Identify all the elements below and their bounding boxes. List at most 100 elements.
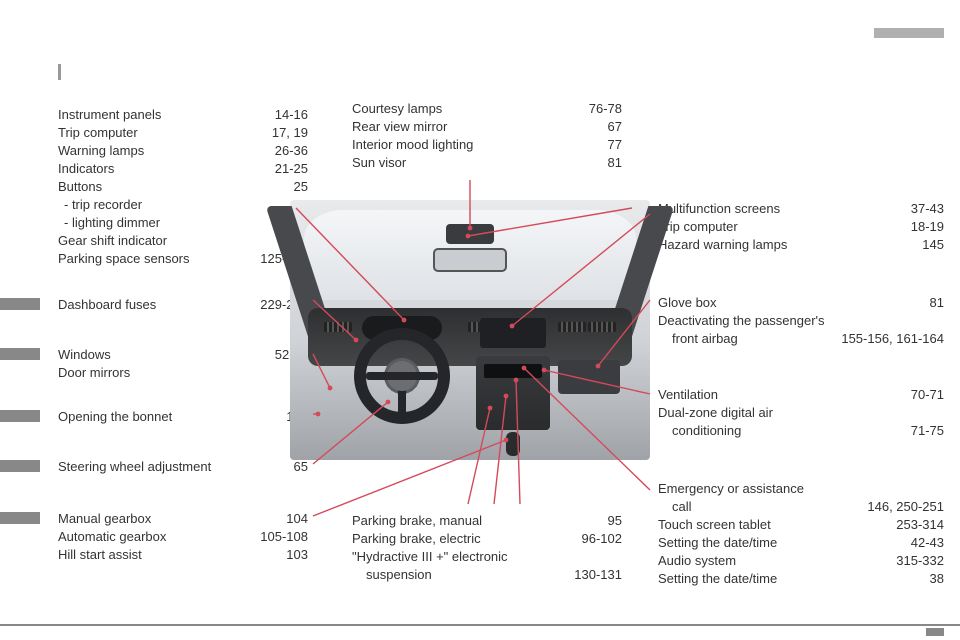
index-pages: 96-102 — [582, 530, 622, 548]
center-screen — [480, 318, 546, 348]
index-row: Door mirrors66 — [58, 364, 308, 382]
index-pages: 253-314 — [896, 516, 944, 534]
index-label: Door mirrors — [58, 364, 294, 382]
index-block: Emergency or assistancecall146, 250-251T… — [658, 480, 944, 588]
index-row: Setting the date/time38 — [658, 570, 944, 588]
index-label: Setting the date/time — [658, 534, 911, 552]
air-vent — [588, 322, 616, 332]
index-row: Opening the bonnet185 — [58, 408, 308, 426]
index-label: Audio system — [658, 552, 896, 570]
accent-bar — [0, 298, 40, 310]
index-label: call — [658, 498, 867, 516]
header-tab — [874, 28, 944, 38]
index-pages: 25 — [294, 178, 308, 196]
index-row: Multifunction screens37-43 — [658, 200, 944, 218]
index-row: Rear view mirror67 — [352, 118, 622, 136]
index-row: Parking space sensors125-126 — [58, 250, 308, 268]
footer-rule — [0, 624, 960, 626]
glove-box — [558, 360, 620, 394]
index-label: Emergency or assistance — [658, 480, 944, 498]
index-label: suspension — [352, 566, 574, 584]
index-label: Dashboard fuses — [58, 296, 260, 314]
index-label: Instrument panels — [58, 106, 275, 124]
index-row: Ventilation70-71 — [658, 386, 944, 404]
index-label: Touch screen tablet — [658, 516, 896, 534]
index-row: suspension130-131 — [352, 566, 622, 584]
index-row: Automatic gearbox105-108 — [58, 528, 308, 546]
index-row: "Hydractive III +" electronic — [352, 548, 622, 566]
index-row: Parking brake, electric96-102 — [352, 530, 622, 548]
index-label: Warning lamps — [58, 142, 275, 160]
footer-mark — [926, 628, 944, 636]
index-row: Gear shift indicator109 — [58, 232, 308, 250]
index-label: Hill start assist — [58, 546, 286, 564]
index-pages: 26-36 — [275, 142, 308, 160]
center-stack — [476, 356, 550, 430]
index-label: Ventilation — [658, 386, 911, 404]
index-row: Audio system315-332 — [658, 552, 944, 570]
index-pages: 14-16 — [275, 106, 308, 124]
index-pages: 65 — [294, 458, 308, 476]
index-block: Windows52-53Door mirrors66 — [58, 346, 308, 382]
index-row: Trip computer18-19 — [658, 218, 944, 236]
index-row: Deactivating the passenger's — [658, 312, 944, 330]
index-label: Setting the date/time — [658, 570, 930, 588]
index-row: Touch screen tablet253-314 — [658, 516, 944, 534]
index-label: Parking brake, electric — [352, 530, 582, 548]
index-row: conditioning71-75 — [658, 422, 944, 440]
index-pages: 145 — [922, 236, 944, 254]
accent-bar — [0, 512, 40, 524]
index-label: Parking brake, manual — [352, 512, 608, 530]
index-row: Buttons25 — [58, 178, 308, 196]
index-block: Manual gearbox104Automatic gearbox105-10… — [58, 510, 308, 564]
steering-wheel: ▲▲ — [354, 328, 450, 424]
index-pages: 37-43 — [911, 200, 944, 218]
index-block: Courtesy lamps76-78Rear view mirror67Int… — [352, 100, 622, 172]
index-row: front airbag155-156, 161-164 — [658, 330, 944, 348]
index-row: Trip computer17, 19 — [58, 124, 308, 142]
dashboard-illustration: ▲▲ — [290, 200, 650, 460]
index-label: Manual gearbox — [58, 510, 286, 528]
index-pages: 67 — [608, 118, 622, 136]
index-label: Windows — [58, 346, 275, 364]
gear-shift — [506, 432, 520, 456]
index-row: Manual gearbox104 — [58, 510, 308, 528]
index-pages: 17, 19 — [272, 124, 308, 142]
index-row: Interior mood lighting77 — [352, 136, 622, 154]
mirror-housing — [446, 224, 494, 244]
index-label: "Hydractive III +" electronic — [352, 548, 622, 566]
index-label: Glove box — [658, 294, 930, 312]
index-label: Automatic gearbox — [58, 528, 260, 546]
index-pages: 70-71 — [911, 386, 944, 404]
index-label: Hazard warning lamps — [658, 236, 922, 254]
section-mark — [58, 64, 61, 80]
index-block: Multifunction screens37-43Trip computer1… — [658, 200, 944, 254]
index-row: Hill start assist103 — [58, 546, 308, 564]
index-row: Hazard warning lamps145 — [658, 236, 944, 254]
index-pages: 38 — [930, 570, 944, 588]
index-block: Parking brake, manual95Parking brake, el… — [352, 512, 622, 584]
index-row: Warning lamps26-36 — [58, 142, 308, 160]
index-row: Windows52-53 — [58, 346, 308, 364]
index-pages: 130-131 — [574, 566, 622, 584]
index-row: Dashboard fuses229-232 — [58, 296, 308, 314]
index-pages: 103 — [286, 546, 308, 564]
index-block: Glove box81Deactivating the passenger'sf… — [658, 294, 944, 348]
index-row: Glove box81 — [658, 294, 944, 312]
index-label: Dual-zone digital air — [658, 404, 944, 422]
index-row: Instrument panels14-16 — [58, 106, 308, 124]
index-block: Dashboard fuses229-232 — [58, 296, 308, 314]
index-block: Ventilation70-71Dual-zone digital aircon… — [658, 386, 944, 440]
air-vent — [324, 322, 352, 332]
index-label: Courtesy lamps — [352, 100, 589, 118]
index-pages: 146, 250-251 — [867, 498, 944, 516]
index-label: Multifunction screens — [658, 200, 911, 218]
index-row: Dual-zone digital air — [658, 404, 944, 422]
index-label: Parking space sensors — [58, 250, 260, 268]
index-label: conditioning — [658, 422, 911, 440]
index-row: Parking brake, manual95 — [352, 512, 622, 530]
index-label: front airbag — [658, 330, 841, 348]
index-block: Instrument panels14-16Trip computer17, 1… — [58, 106, 308, 268]
air-vent — [558, 322, 586, 332]
index-label: Indicators — [58, 160, 275, 178]
